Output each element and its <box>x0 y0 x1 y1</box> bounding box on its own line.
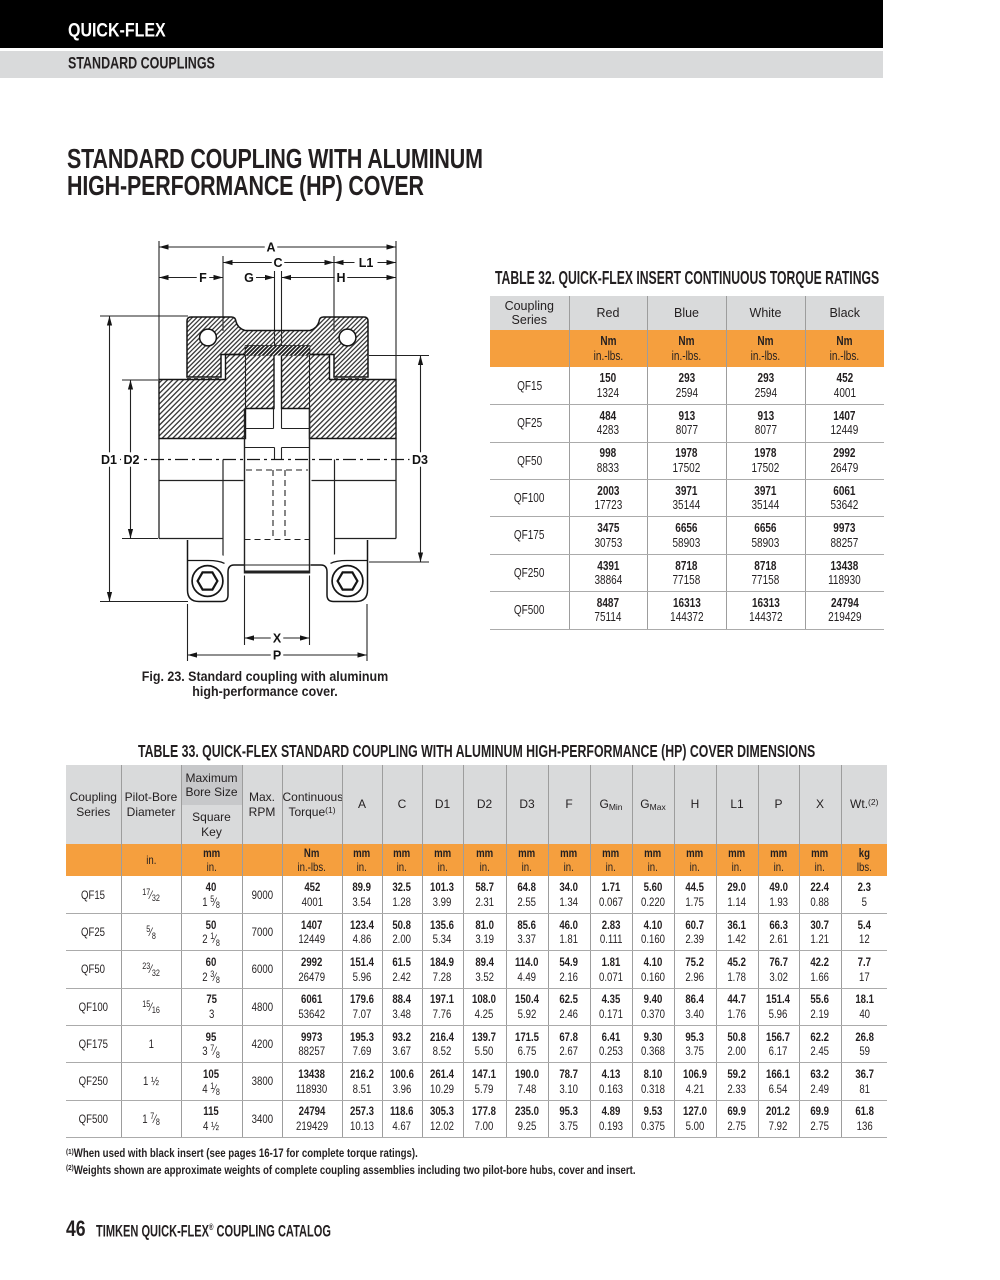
svg-text:G: G <box>244 271 254 285</box>
svg-text:A: A <box>266 240 275 254</box>
svg-text:F: F <box>199 271 207 285</box>
svg-text:L1: L1 <box>359 256 374 270</box>
svg-text:C: C <box>273 256 282 270</box>
svg-text:D3: D3 <box>412 453 428 467</box>
svg-text:D2: D2 <box>124 453 140 467</box>
svg-text:P: P <box>273 648 281 662</box>
svg-text:H: H <box>336 271 345 285</box>
svg-text:X: X <box>273 631 282 645</box>
svg-text:D1: D1 <box>101 453 117 467</box>
